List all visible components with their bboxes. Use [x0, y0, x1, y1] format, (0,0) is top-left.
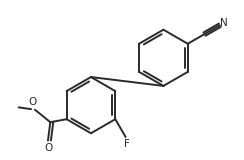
Text: F: F [124, 139, 130, 149]
Text: O: O [29, 97, 37, 107]
Text: O: O [44, 144, 53, 153]
Text: N: N [220, 18, 227, 28]
